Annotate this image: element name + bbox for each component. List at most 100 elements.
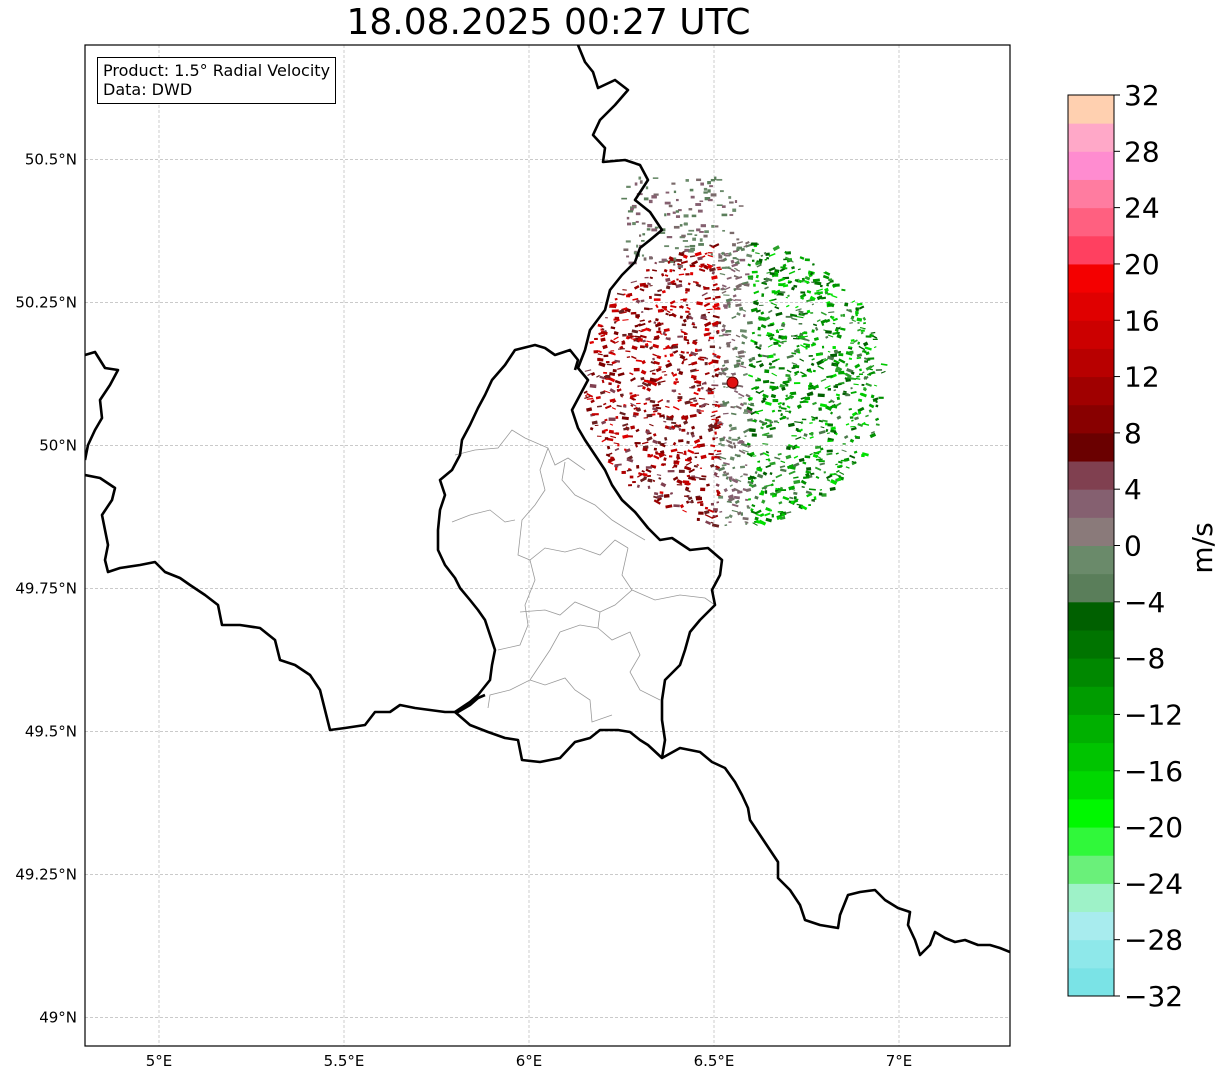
echo-pixel (734, 406, 737, 408)
echo-pixel (684, 245, 690, 248)
echo-pixel (636, 484, 640, 489)
echo-pixel (632, 222, 636, 226)
echo-pixel (689, 397, 697, 401)
echo-pixel (669, 300, 676, 305)
echo-pixel (860, 329, 865, 332)
echo-pixel (787, 294, 790, 298)
echo-pixel (740, 442, 748, 448)
echo-pixel (688, 249, 694, 253)
echo-pixel (853, 339, 858, 343)
echo-pixel (640, 299, 645, 303)
echo-pixel (629, 475, 634, 479)
colorbar-segment (1068, 855, 1114, 884)
echo-pixel (808, 504, 811, 507)
echo-pixel (647, 478, 653, 483)
echo-pixel (685, 314, 690, 319)
echo-pixel (769, 426, 776, 431)
echo-pixel (642, 472, 648, 477)
echo-pixel (608, 352, 616, 356)
echo-pixel (722, 229, 726, 232)
echo-pixel (788, 485, 796, 491)
echo-pixel (731, 315, 737, 320)
echo-pixel (719, 510, 723, 513)
echo-pixel (645, 186, 649, 190)
colorbar-ticks: 32 28 24 20 16 12 8 4 0 −4 −8 −12 −16 −20 −24 −28 −32 (1114, 79, 1183, 1013)
echo-pixel (865, 365, 873, 371)
echo-pixel (816, 359, 825, 366)
echo-pixel (704, 514, 712, 519)
echo-pixel (728, 436, 732, 440)
echo-pixel (718, 371, 723, 376)
echo-pixel (635, 428, 640, 433)
echo-pixel (685, 304, 689, 306)
echo-pixel (656, 355, 662, 360)
echo-pixel (687, 476, 695, 481)
echo-pixel (754, 516, 759, 521)
echo-pixel (605, 361, 610, 364)
echo-pixel (630, 402, 637, 407)
echo-pixel (650, 361, 656, 365)
echo-pixel (811, 281, 815, 284)
echo-pixel (686, 341, 690, 345)
echo-pixel (756, 467, 763, 472)
echo-pixel (649, 399, 656, 404)
echo-pixel (806, 290, 812, 294)
echo-pixel (688, 208, 693, 211)
echo-pixel (862, 371, 865, 374)
echo-pixel (605, 317, 608, 319)
echo-pixel (794, 373, 798, 377)
echo-pixel (727, 494, 734, 499)
echo-pixel (682, 318, 687, 323)
echo-pixel (777, 452, 782, 456)
echo-pixel (731, 509, 739, 513)
echo-pixel (803, 342, 811, 346)
y-tick-label: 50.5°N (25, 150, 77, 168)
echo-pixel (691, 425, 696, 430)
echo-pixel (813, 336, 819, 341)
echo-pixel (661, 322, 664, 325)
echo-pixel (728, 514, 733, 519)
echo-pixel (700, 263, 705, 268)
echo-pixel (715, 415, 721, 420)
echo-pixel (651, 195, 657, 199)
echo-pixel (832, 322, 836, 325)
echo-pixel (788, 470, 796, 475)
echo-pixel (755, 412, 760, 415)
echo-pixel (755, 378, 762, 382)
colorbar-segment (1068, 770, 1114, 800)
echo-pixel (636, 402, 641, 405)
echo-pixel (758, 304, 764, 307)
echo-pixel (624, 448, 631, 453)
echo-pixel (806, 467, 812, 471)
echo-pixel (740, 361, 745, 366)
echo-pixel (711, 320, 720, 327)
echo-pixel (725, 516, 730, 519)
echo-pixel (714, 176, 717, 181)
echo-pixel (629, 372, 634, 376)
echo-pixel (664, 245, 670, 248)
echo-pixel (621, 197, 628, 200)
echo-pixel (772, 245, 780, 252)
echo-pixel (781, 340, 787, 343)
echo-pixel (818, 430, 826, 435)
echo-pixel (635, 220, 639, 223)
echo-pixel (645, 466, 652, 469)
echo-pixel (737, 441, 745, 444)
colorbar-segment (1068, 179, 1114, 209)
echo-pixel (673, 424, 680, 428)
echo-pixel (660, 482, 667, 488)
echo-pixel (669, 309, 673, 311)
echo-pixel (597, 350, 602, 354)
echo-pixel (597, 323, 603, 328)
echo-pixel (806, 299, 814, 303)
echo-pixel (860, 327, 866, 330)
echo-pixel (804, 280, 810, 284)
echo-pixel (661, 289, 666, 294)
echo-pixel (611, 309, 619, 313)
colorbar-segment (1068, 95, 1114, 124)
echo-pixel (869, 368, 874, 371)
echo-pixel (767, 458, 771, 462)
echo-pixel (775, 329, 779, 333)
echo-pixel (673, 380, 678, 385)
echo-pixel (754, 495, 759, 500)
